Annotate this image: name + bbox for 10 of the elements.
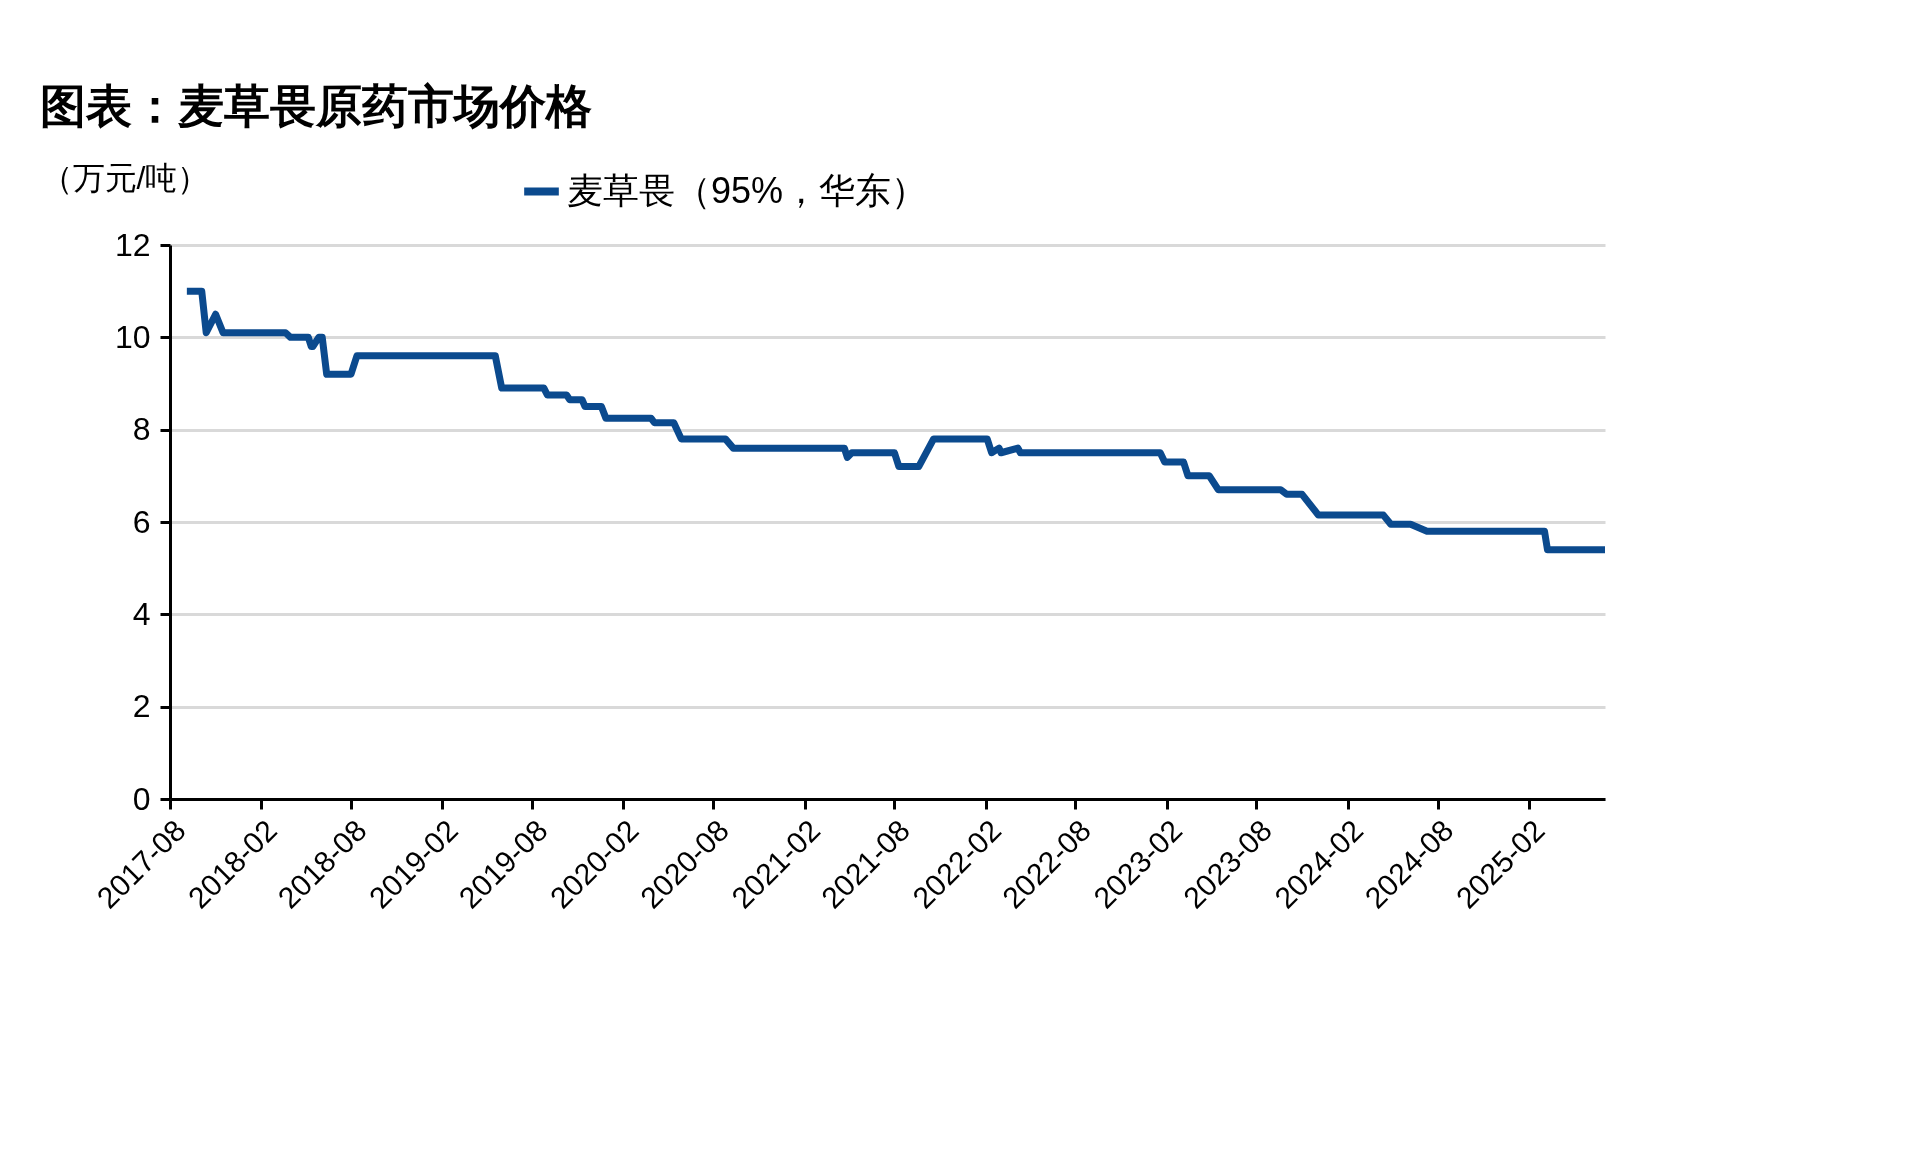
y-tick-label: 12 bbox=[114, 226, 151, 263]
y-tick-label: 10 bbox=[114, 318, 151, 355]
y-tick-label: 2 bbox=[132, 688, 151, 725]
y-axis-title: （万元/吨） bbox=[40, 159, 210, 196]
y-tick-label: 4 bbox=[132, 595, 151, 632]
y-tick-label: 8 bbox=[132, 411, 151, 448]
y-tick-label: 6 bbox=[132, 503, 151, 540]
chart-title: 图表：麦草畏原药市场价格 bbox=[40, 80, 592, 132]
legend-label: 麦草畏（95%，华东） bbox=[567, 169, 928, 211]
y-tick-label: 0 bbox=[132, 780, 151, 817]
